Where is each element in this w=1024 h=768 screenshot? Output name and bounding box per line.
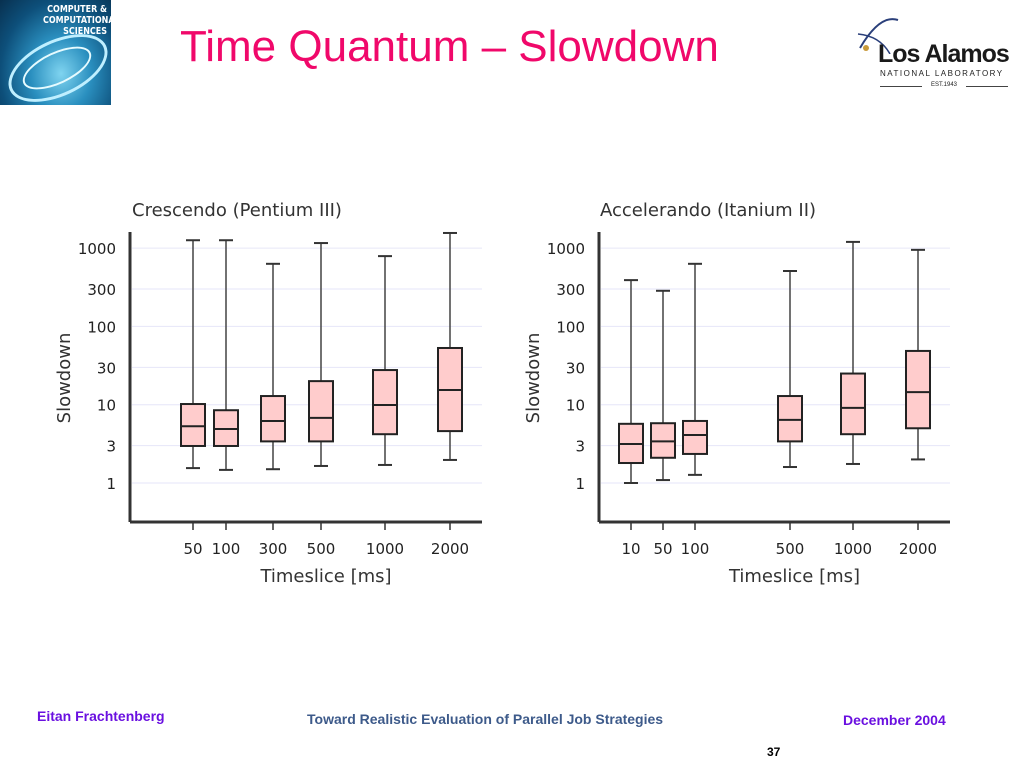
chart2-x-tick-label: 500: [776, 540, 805, 558]
slide-title: Time Quantum – Slowdown: [180, 22, 719, 71]
chart1-x-tick-label: 50: [183, 540, 202, 558]
chart1-x-axis-label: Timeslice [ms]: [259, 566, 391, 587]
chart2-y-tick-label: 30: [566, 359, 585, 377]
footer-talk-title: Toward Realistic Evaluation of Parallel …: [307, 711, 664, 727]
chart2-x-tick-label: 2000: [899, 540, 937, 558]
chart1-x-tick-label: 1000: [366, 540, 404, 558]
atom-orbit-icon: [857, 18, 899, 54]
lanl-subtitle: NATIONAL LABORATORY: [880, 69, 1004, 78]
chart2-y-tick-label: 100: [556, 318, 585, 336]
chart2-y-tick-label: 3: [575, 438, 585, 456]
page-number: 37: [767, 745, 781, 759]
chart1-box-500: [308, 380, 334, 443]
chart1-x-tick-label: 500: [307, 540, 336, 558]
chart2-y-tick-label: 1: [575, 475, 585, 493]
chart2-y-tick-label: 1000: [547, 240, 585, 258]
chart1-x-tick-label: 100: [212, 540, 241, 558]
chart2-x-tick-label: 50: [653, 540, 672, 558]
chart2-box-100: [682, 419, 708, 455]
chart1-x-tick-label: 300: [259, 540, 288, 558]
chart2-title: Accelerando (Itanium II): [600, 200, 816, 221]
chart1-title: Crescendo (Pentium III): [132, 200, 342, 221]
chart1-y-tick-label: 30: [97, 359, 116, 377]
chart2-box-2000: [905, 349, 931, 430]
computational-sciences-logo: COMPUTER & COMPUTATIONAL SCIENCES: [0, 0, 111, 105]
chart1-x-tick-label: 2000: [431, 540, 469, 558]
chart1-y-tick-label: 3: [106, 438, 116, 456]
chart2-x-axis-label: Timeslice [ms]: [728, 566, 860, 587]
chart1-y-tick-label: 1: [106, 475, 116, 493]
los-alamos-logo: Los Alamos NATIONAL LABORATORY EST.1943: [850, 14, 1020, 94]
chart1-box-50: [180, 403, 206, 447]
chart2-box-1000: [840, 372, 866, 436]
chart1-y-tick-label: 100: [87, 318, 116, 336]
chart1-y-axis-label: Slowdown: [54, 333, 75, 424]
chart1-box-1000: [372, 369, 398, 436]
logo-text: COMPUTER & COMPUTATIONAL SCIENCES: [43, 4, 111, 37]
chart2-x-tick-label: 10: [621, 540, 640, 558]
chart2-x-tick-label: 100: [681, 540, 710, 558]
lanl-name: Los Alamos: [878, 40, 1010, 68]
chart2-y-tick-label: 300: [556, 281, 585, 299]
footer-author: Eitan Frachtenberg: [37, 708, 165, 724]
lanl-established: EST.1943: [880, 82, 1008, 88]
chart2-y-tick-label: 10: [566, 397, 585, 415]
chart2-y-axis-label: Slowdown: [523, 333, 544, 424]
chart2-box-500: [777, 395, 803, 443]
footer-date: December 2004: [843, 712, 946, 728]
chart1-box-300: [260, 395, 286, 443]
chart1-y-tick-label: 10: [97, 397, 116, 415]
chart2-x-tick-label: 1000: [834, 540, 872, 558]
chart1-y-tick-label: 300: [87, 281, 116, 299]
chart1-y-tick-label: 1000: [78, 240, 116, 258]
